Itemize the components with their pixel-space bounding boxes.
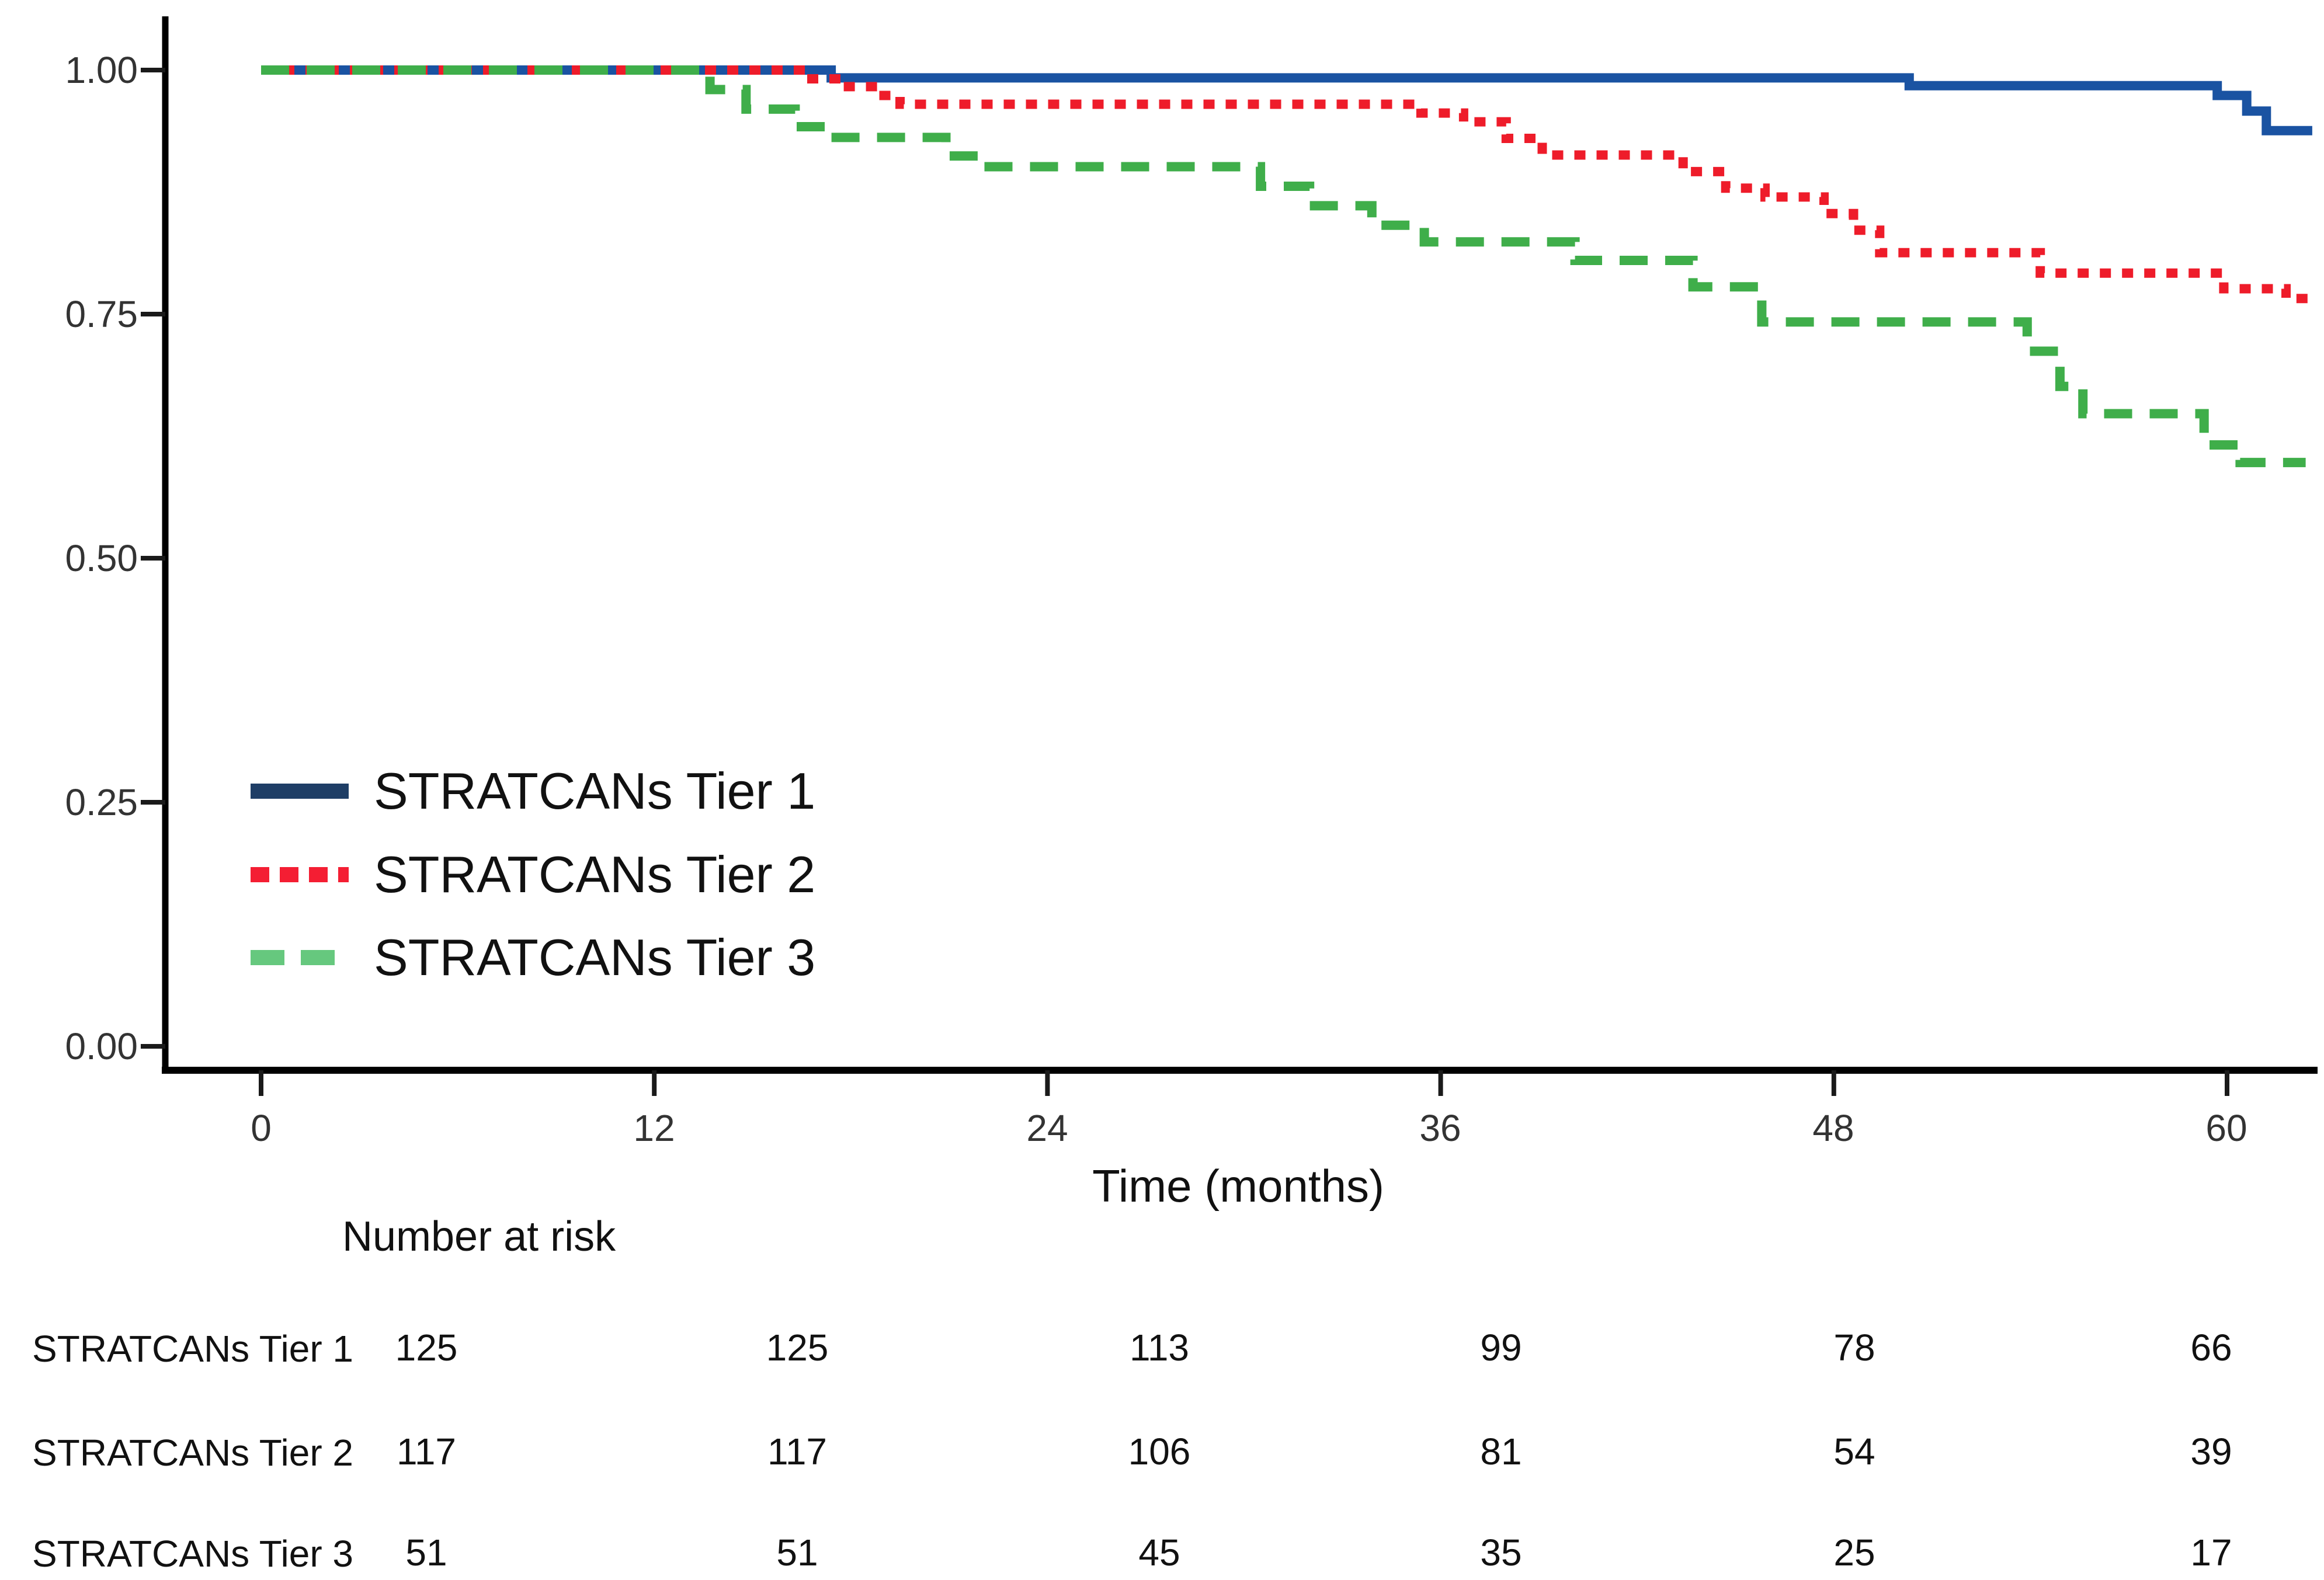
legend-label-tier3: STRATCANs Tier 3 [374,928,816,986]
x-tick-label-48: 48 [1812,1107,1854,1149]
risk-value: 113 [1129,1327,1190,1369]
x-axis-title: Time (months) [1092,1160,1384,1212]
risk-row-label: STRATCANs Tier 3 [32,1533,353,1575]
risk-value: 81 [1480,1431,1522,1473]
y-tick-label-0-50: 0.50 [65,537,138,579]
risk-value: 51 [405,1532,447,1574]
x-tick-label-0: 0 [251,1107,272,1149]
km-curve-tier1 [261,65,2312,135]
risk-value: 117 [767,1431,828,1473]
risk-value: 106 [1128,1431,1191,1473]
risk-value: 35 [1480,1532,1522,1574]
risk-table-heading: Number at risk [342,1213,616,1260]
risk-value: 54 [1833,1431,1875,1473]
risk-value: 51 [776,1532,818,1574]
tier1-line-swatch-icon [251,784,349,799]
tier3-line-swatch-icon [251,950,349,965]
risk-value: 78 [1833,1327,1875,1369]
risk-value: 99 [1480,1327,1522,1369]
km-curve-tier3 [261,65,2306,468]
legend-label-tier1: STRATCANs Tier 1 [374,762,816,820]
risk-value: 66 [2190,1327,2232,1369]
km-curve-tier2 [261,65,2312,304]
x-tick-label-12: 12 [633,1107,675,1149]
legend-label-tier2: STRATCANs Tier 2 [374,845,816,903]
tier2-line-swatch-icon [251,867,349,882]
risk-value: 45 [1138,1532,1180,1574]
y-tick-label-0-75: 0.75 [65,293,138,335]
risk-value: 125 [395,1327,458,1369]
x-tick-label-36: 36 [1419,1107,1461,1149]
risk-row-label: STRATCANs Tier 1 [32,1328,353,1370]
risk-value: 125 [766,1327,829,1369]
y-tick-label-0-25: 0.25 [65,781,138,823]
y-tick-label-0-00: 0.00 [65,1025,138,1067]
x-tick-label-24: 24 [1026,1107,1068,1149]
risk-value: 25 [1833,1532,1875,1574]
risk-value: 17 [2190,1532,2232,1574]
risk-row-label: STRATCANs Tier 2 [32,1432,353,1474]
risk-value: 39 [2190,1431,2232,1473]
y-tick-label-1-00: 1.00 [65,49,138,91]
x-tick-label-60: 60 [2205,1107,2247,1149]
risk-value: 117 [396,1431,457,1473]
